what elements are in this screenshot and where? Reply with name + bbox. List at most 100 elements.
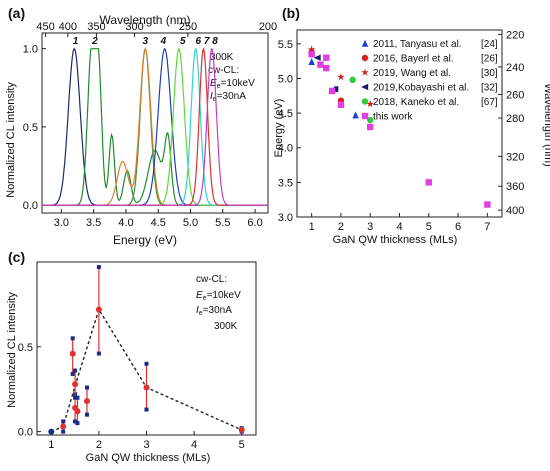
panel-b-right-tick-label: 280 <box>506 113 524 125</box>
panel-a-peak-label: 1 <box>73 36 79 47</box>
panel-b-right-tick-label: 320 <box>506 151 524 163</box>
panel-a-top-tick-label: 200 <box>259 21 277 33</box>
panel-b-right-tick-label: 360 <box>506 181 524 193</box>
panel-a-peak-label: 5 <box>180 36 186 47</box>
panel-c-chart: GaN QW thickness (MLs) Normalized CL int… <box>6 261 257 464</box>
panel-b-y-axis-title: Energy (eV) <box>273 99 285 158</box>
panel-b-x-tick-label: 7 <box>484 221 490 233</box>
panel-b-y-tick-label: 4.5 <box>278 108 293 120</box>
panel-a-x-tick-label: 3.5 <box>86 217 101 229</box>
panel-a-y-tick-label: 1.0 <box>23 44 38 56</box>
panel-b-data-point <box>337 101 345 108</box>
panel-b-right-tick-label: 220 <box>506 29 524 41</box>
panel-b-legend-marker <box>361 112 369 120</box>
panel-c-error-cap-low <box>73 419 78 424</box>
panel-b-legend-label: 2019, Wang et al. <box>373 68 451 79</box>
panel-b-x-tick-label: 1 <box>309 221 315 233</box>
panel-b-data-point <box>307 45 316 53</box>
panel-c-error-cap-low <box>84 412 89 417</box>
panel-a-peak-label: 3 <box>143 36 149 47</box>
panel-a-x-tick-label: 5.0 <box>183 217 198 229</box>
panel-b-legend-label: 2016, Bayerl et al. <box>373 54 454 65</box>
panel-a-label: (a) <box>8 5 25 21</box>
panel-c-data-point <box>48 428 55 435</box>
panel-b-legend-marker <box>361 39 369 47</box>
panel-c-error-cap-high <box>84 385 89 390</box>
panel-b-data-point <box>313 54 321 61</box>
panel-a-top-axis-title: Wavelength (nm) <box>100 13 191 27</box>
panel-a-peak-label: 4 <box>160 36 167 47</box>
panel-b-right-tick-label: 260 <box>506 89 524 101</box>
panel-c-annotation-energy: Ee=10keV <box>196 290 241 302</box>
panel-b-data-point <box>352 111 359 119</box>
panel-b-legend-marker <box>361 68 369 76</box>
panel-b-data-point <box>366 100 374 108</box>
panel-b-legend-ref: [24] <box>481 39 498 50</box>
panel-c-error-cap-low <box>73 395 78 400</box>
panel-b-x-tick-label: 4 <box>396 221 402 233</box>
panel-a-top-tick-label: 450 <box>36 21 54 33</box>
panel-a-peak-label: 7 <box>204 36 210 47</box>
panel-b-legend-ref: [67] <box>481 97 498 108</box>
panel-a-x-tick-label: 4.5 <box>151 217 166 229</box>
panel-c-error-cap-low <box>61 429 66 434</box>
panel-c-x-tick-label: 5 <box>239 439 245 451</box>
panel-b-label: (b) <box>282 5 300 21</box>
panel-a-x-tick-label: 6.0 <box>247 217 262 229</box>
panel-a-peak-label: 8 <box>212 36 218 47</box>
panel-c-error-cap-high <box>70 336 75 341</box>
panel-a-top-tick-label: 250 <box>179 21 197 33</box>
panel-c-data-point <box>60 423 67 430</box>
panel-a-x-axis-title: Energy (eV) <box>113 233 177 247</box>
panel-a-peak-label: 6 <box>195 36 201 47</box>
panel-c-error-cap-high <box>75 395 80 400</box>
panel-c-error-cap-high <box>144 361 149 366</box>
panel-c-x-tick-label: 2 <box>96 439 102 451</box>
panel-a-top-tick-label: 350 <box>87 21 105 33</box>
panel-b-legend-label: 2019,Kobayashi et al. <box>373 83 469 94</box>
panel-b-legend-label: 2011, Tanyasu et al. <box>373 39 462 50</box>
panel-b-right-tick-label: 240 <box>506 62 524 74</box>
panel-c-data-point <box>72 381 79 388</box>
panel-b-legend-ref: [26] <box>481 54 498 65</box>
panel-a-spectrum-curve <box>42 47 268 206</box>
panel-a-x-tick-label: 4.0 <box>118 217 133 229</box>
panel-b-chart: GaN QW thickness (MLs) Energy (eV) Wavel… <box>273 29 550 246</box>
panel-c-error-cap-low <box>144 407 149 412</box>
panel-a-chart: Wavelength (nm) Energy (eV) Normalized C… <box>5 13 277 247</box>
panel-b-y-tick-label: 3.0 <box>278 212 293 224</box>
panel-a-top-tick-label: 400 <box>59 21 77 33</box>
panel-a-y-tick-label: 0.0 <box>23 200 38 212</box>
panel-a-top-tick-label: 300 <box>125 21 143 33</box>
panel-c-data-point <box>83 398 90 405</box>
panel-a-annotation-current: Ie=30nA <box>210 91 246 103</box>
panel-c-data-point <box>143 384 150 391</box>
panel-c-trend-line <box>51 307 242 433</box>
panel-c-x-tick-label: 4 <box>191 439 197 451</box>
panel-b-data-point <box>317 61 324 68</box>
panel-a-frame <box>41 32 269 214</box>
panel-b-data-point <box>484 201 491 208</box>
panel-c-data-point <box>69 350 76 357</box>
panel-b-x-axis-title: GaN QW thickness (MLs) <box>333 234 458 246</box>
panel-c-error-cap-high <box>73 368 78 373</box>
panel-c-error-cap-high <box>61 419 66 424</box>
panel-b-data-point <box>425 179 432 186</box>
panel-b-data-point <box>367 116 374 124</box>
panel-a-annotation-mode: cw-CL: <box>208 65 239 76</box>
panel-b-legend-label: this work <box>373 112 413 123</box>
panel-c-data-point <box>95 306 102 313</box>
panel-c-y-axis-title: Normalized CL intensity <box>6 292 18 408</box>
panel-a-y-axis-title: Normalized CL intensity <box>5 82 17 198</box>
panel-a-x-tick-label: 5.5 <box>215 217 230 229</box>
panel-b-y-tick-label: 5.0 <box>278 73 293 85</box>
panel-a-y-tick-label: 0.5 <box>23 122 38 134</box>
panel-c-data-point <box>238 426 245 433</box>
panel-b-data-point <box>308 58 315 66</box>
panel-b-x-tick-label: 2 <box>338 221 344 233</box>
panel-c-data-point <box>74 408 81 415</box>
panel-b-data-point <box>367 123 374 131</box>
panel-c-annotation-temp: 300K <box>214 321 238 332</box>
panel-b-data-point <box>349 76 356 84</box>
